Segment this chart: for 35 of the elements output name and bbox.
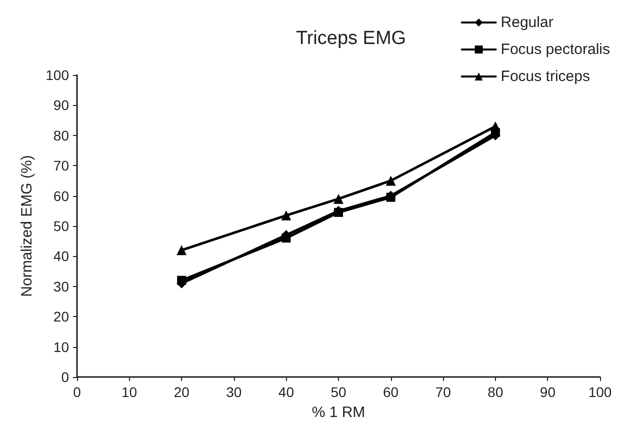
x-tick-label: 70 [435,384,452,400]
point [176,245,187,256]
y-tick-label: 70 [53,158,70,174]
point [490,121,500,132]
x-tick-label: 0 [73,384,82,400]
legend-label: Regular [500,14,554,31]
x-tick-label: 30 [226,384,242,400]
chart-title: Triceps EMG [296,28,406,49]
y-axis-title: Normalized EMG (%) [18,155,36,297]
y-tick-label: 10 [53,338,70,355]
y-tick-label: 40 [53,248,70,264]
x-tick-label: 40 [278,384,294,400]
x-tick-label: 80 [488,384,504,400]
y-tick-label: 90 [53,97,70,114]
y-tick-label: 30 [53,278,70,294]
y-tick-label: 100 [46,67,70,83]
x-tick-label: 10 [122,384,138,400]
x-axis-title: % 1 RM [312,404,366,421]
point [386,176,396,186]
y-tick-label: 0 [61,369,70,385]
point [177,276,186,285]
legend-label: Focus triceps [500,68,590,85]
x-tick-label: 20 [174,384,190,400]
x-tick-label: 60 [383,384,399,400]
point [281,210,292,220]
y-tick-label: 50 [53,218,70,234]
point [334,194,344,204]
legend-label: Focus pectoralis [500,41,610,58]
x-tick-label: 100 [588,384,612,400]
y-tick-label: 60 [53,188,70,204]
x-tick-label: 50 [330,384,346,400]
y-tick-label: 20 [53,308,70,325]
y-tick-label: 80 [53,127,70,144]
point [282,234,291,243]
x-tick-label: 90 [540,384,556,400]
